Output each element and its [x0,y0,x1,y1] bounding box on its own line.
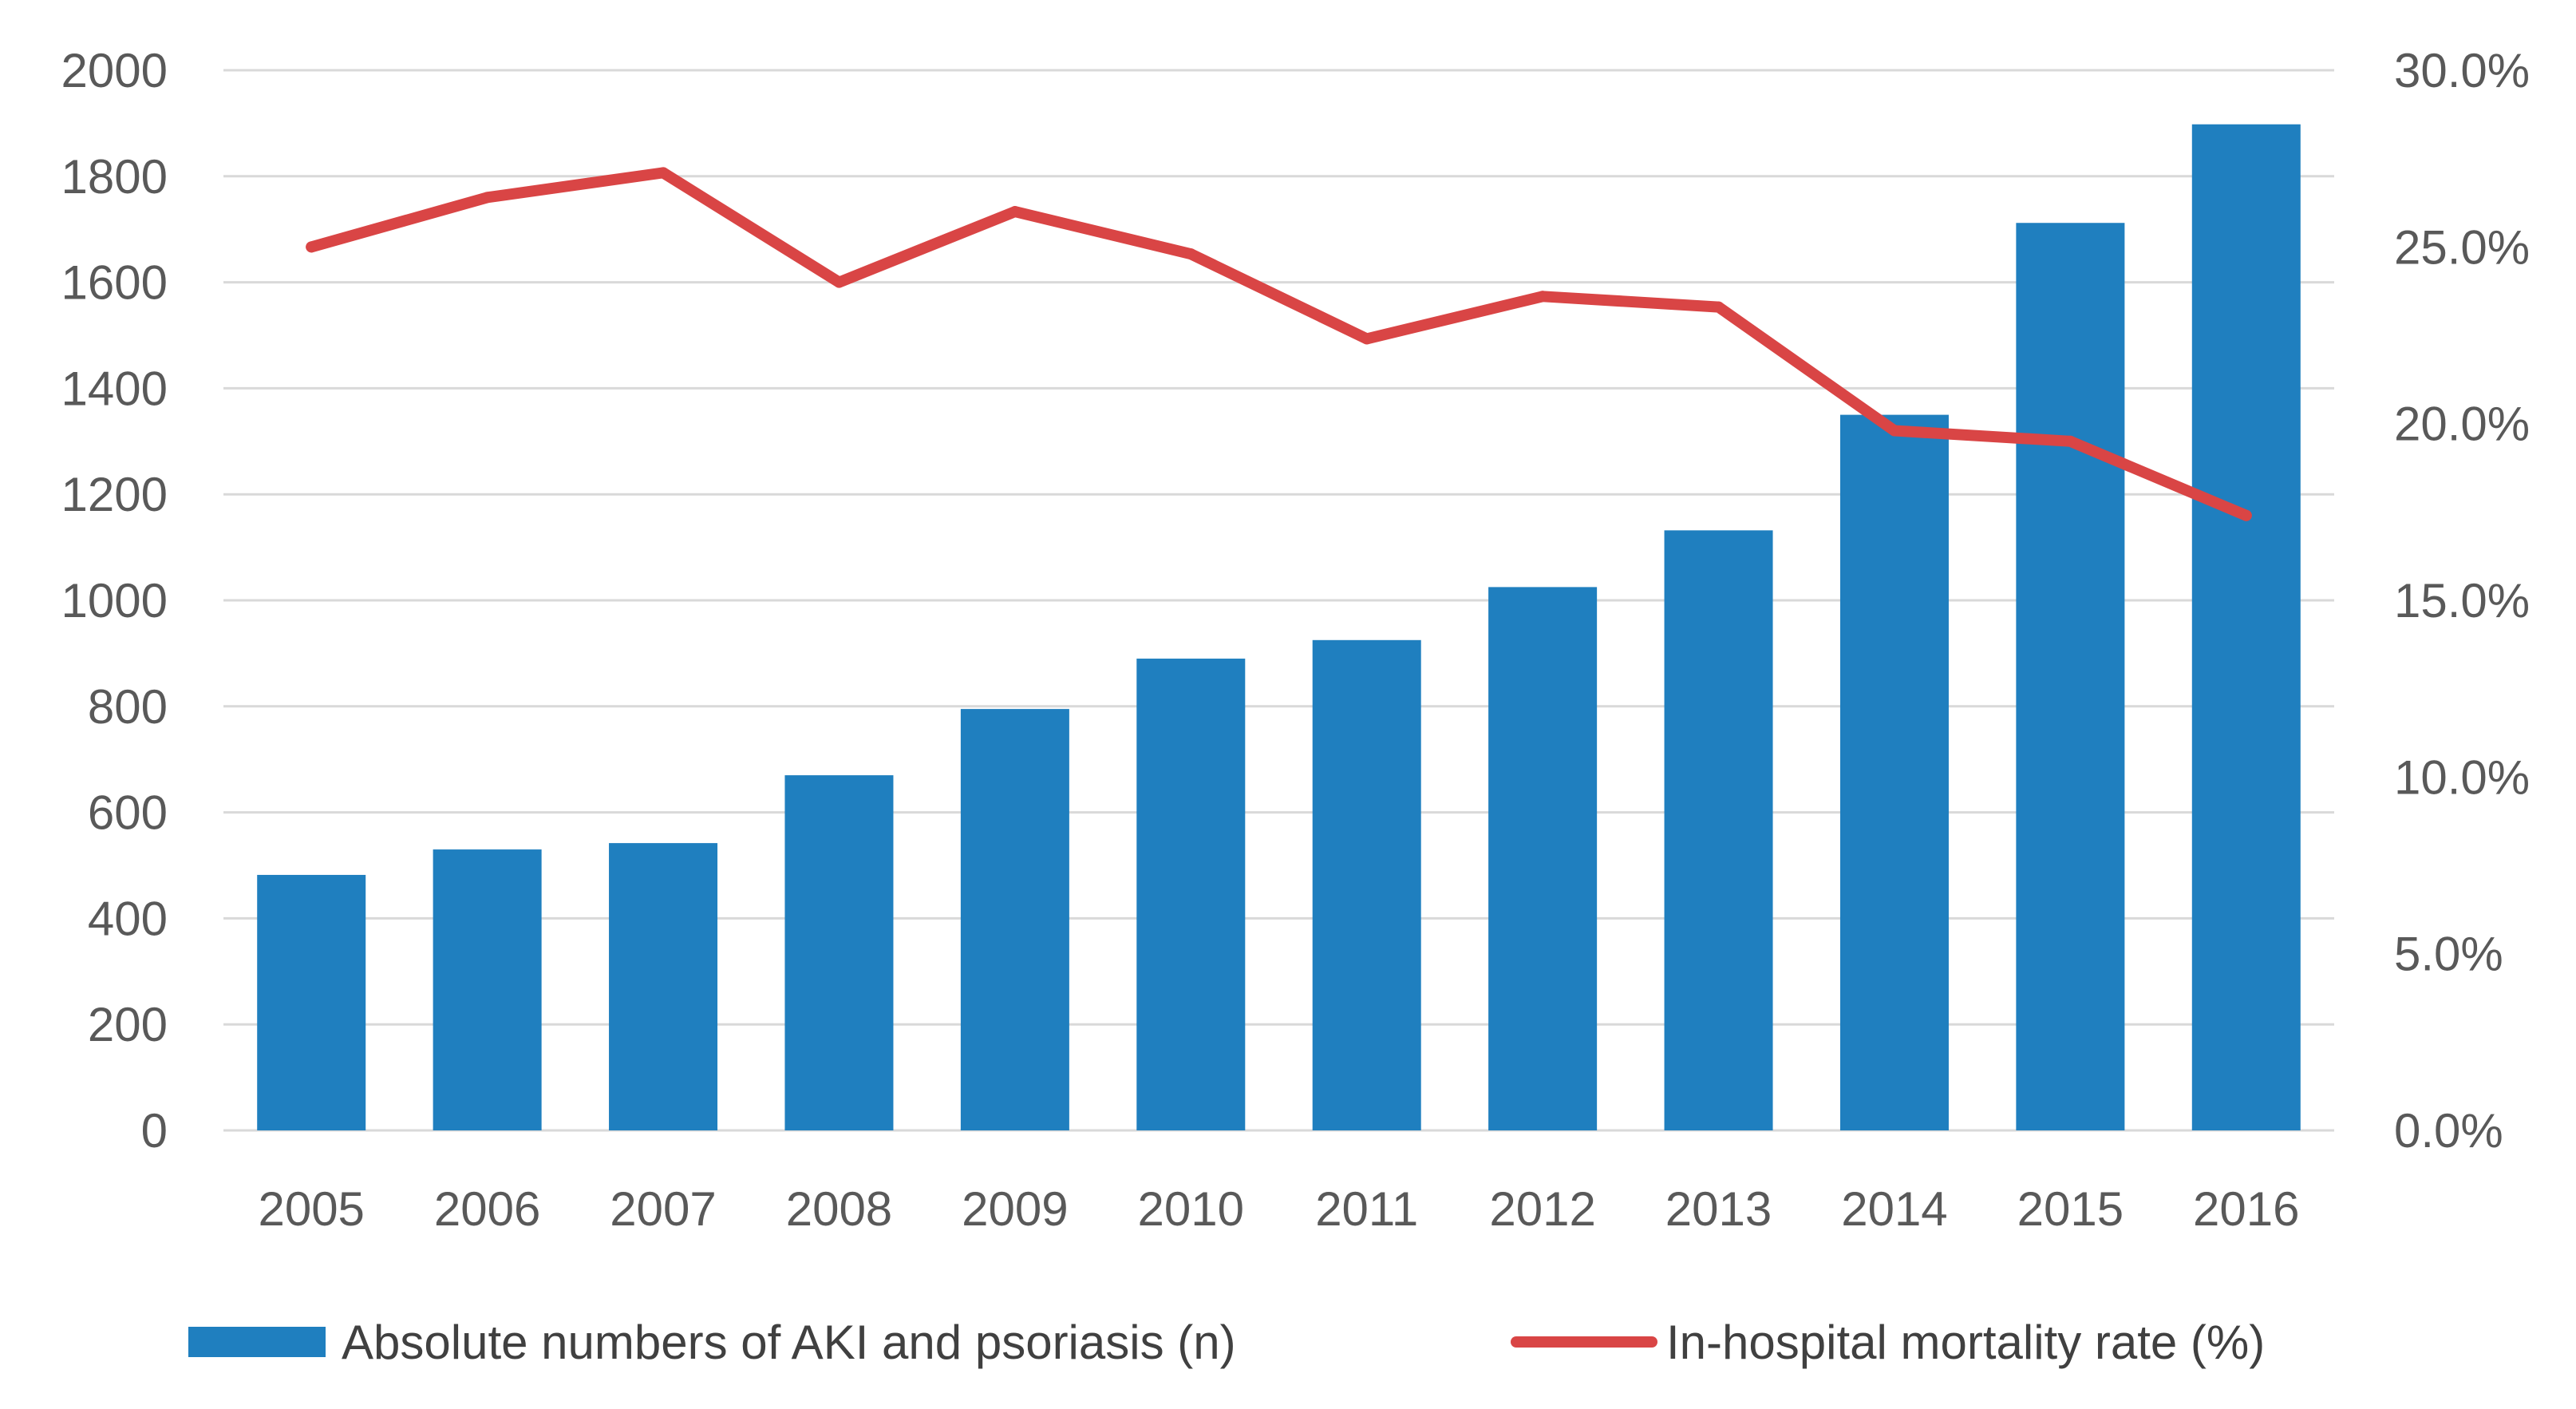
left-y-axis: 0 200 400 600 800 1000 1200 1400 1600 1800 2000 [61,44,168,1158]
left-tick-label: 2000 [61,44,168,97]
x-tick-label: 2005 [258,1182,364,1236]
x-tick-label: 2014 [1841,1182,1947,1236]
right-tick-label: 15.0% [2394,574,2530,627]
right-y-axis: 0.0% 5.0% 10.0% 15.0% 20.0% 25.0% 30.0% [2394,44,2530,1158]
right-tick-label: 20.0% [2394,398,2530,451]
left-tick-label: 1600 [61,256,168,310]
legend-item-bars[interactable]: Absolute numbers of AKI and psoriasis (n… [188,1316,1236,1369]
line-point[interactable] [833,276,845,288]
line-point[interactable] [2064,435,2076,447]
x-tick-label: 2013 [1665,1182,1772,1236]
bar[interactable] [1488,587,1598,1130]
line-point[interactable] [658,167,670,179]
line-point[interactable] [1009,206,1021,218]
line-point[interactable] [1361,333,1373,345]
left-tick-label: 1000 [61,574,168,627]
x-tick-label: 2009 [962,1182,1068,1236]
gridlines [223,69,2334,1132]
left-tick-label: 0 [141,1104,168,1158]
line-point[interactable] [2240,509,2252,521]
x-tick-label: 2012 [1489,1182,1595,1236]
line-point[interactable] [1537,291,1549,303]
bar[interactable] [2191,124,2301,1130]
x-tick-label: 2016 [2193,1182,2299,1236]
left-tick-label: 1400 [61,362,168,415]
line-point[interactable] [1888,425,1900,437]
left-tick-label: 200 [88,998,168,1051]
x-tick-label: 2007 [610,1182,716,1236]
left-tick-label: 1800 [61,150,168,204]
legend-item-line[interactable]: In-hospital mortality rate (%) [1511,1316,2265,1369]
bar[interactable] [1664,530,1773,1130]
line-point[interactable] [1185,248,1197,260]
right-tick-label: 30.0% [2394,44,2530,97]
x-tick-label: 2010 [1138,1182,1244,1236]
bar[interactable] [257,874,366,1130]
line-point[interactable] [306,241,318,253]
legend-swatch-bars [188,1327,326,1357]
bar[interactable] [1136,659,1246,1130]
left-tick-label: 400 [88,892,168,945]
left-tick-label: 1200 [61,468,168,521]
x-tick-label: 2006 [434,1182,540,1236]
bar[interactable] [784,775,894,1130]
right-tick-label: 10.0% [2394,750,2530,804]
legend-label-bars: Absolute numbers of AKI and psoriasis (n… [342,1316,1236,1369]
bar[interactable] [960,709,1069,1130]
right-tick-label: 25.0% [2394,220,2530,274]
bar[interactable] [2016,223,2125,1131]
legend-label-line: In-hospital mortality rate (%) [1666,1316,2265,1369]
bar[interactable] [1312,639,1421,1130]
right-tick-label: 0.0% [2394,1104,2503,1158]
x-tick-label: 2015 [2017,1182,2124,1236]
line-point[interactable] [1713,301,1725,313]
line-point[interactable] [481,192,493,204]
line-series [306,167,2252,521]
x-tick-label: 2011 [1315,1182,1418,1236]
left-tick-label: 600 [88,786,168,840]
bar[interactable] [1839,414,1949,1130]
mortality-line[interactable] [306,167,2252,521]
x-tick-label: 2008 [786,1182,892,1236]
legend: Absolute numbers of AKI and psoriasis (n… [188,1316,2265,1369]
right-tick-label: 5.0% [2394,928,2503,981]
bar-series [257,124,2301,1131]
bar[interactable] [433,849,542,1130]
x-axis: 2005 2006 2007 2008 2009 2010 2011 2012 2013 2014… [258,1182,2299,1236]
bar[interactable] [609,843,718,1130]
left-tick-label: 800 [88,680,168,734]
